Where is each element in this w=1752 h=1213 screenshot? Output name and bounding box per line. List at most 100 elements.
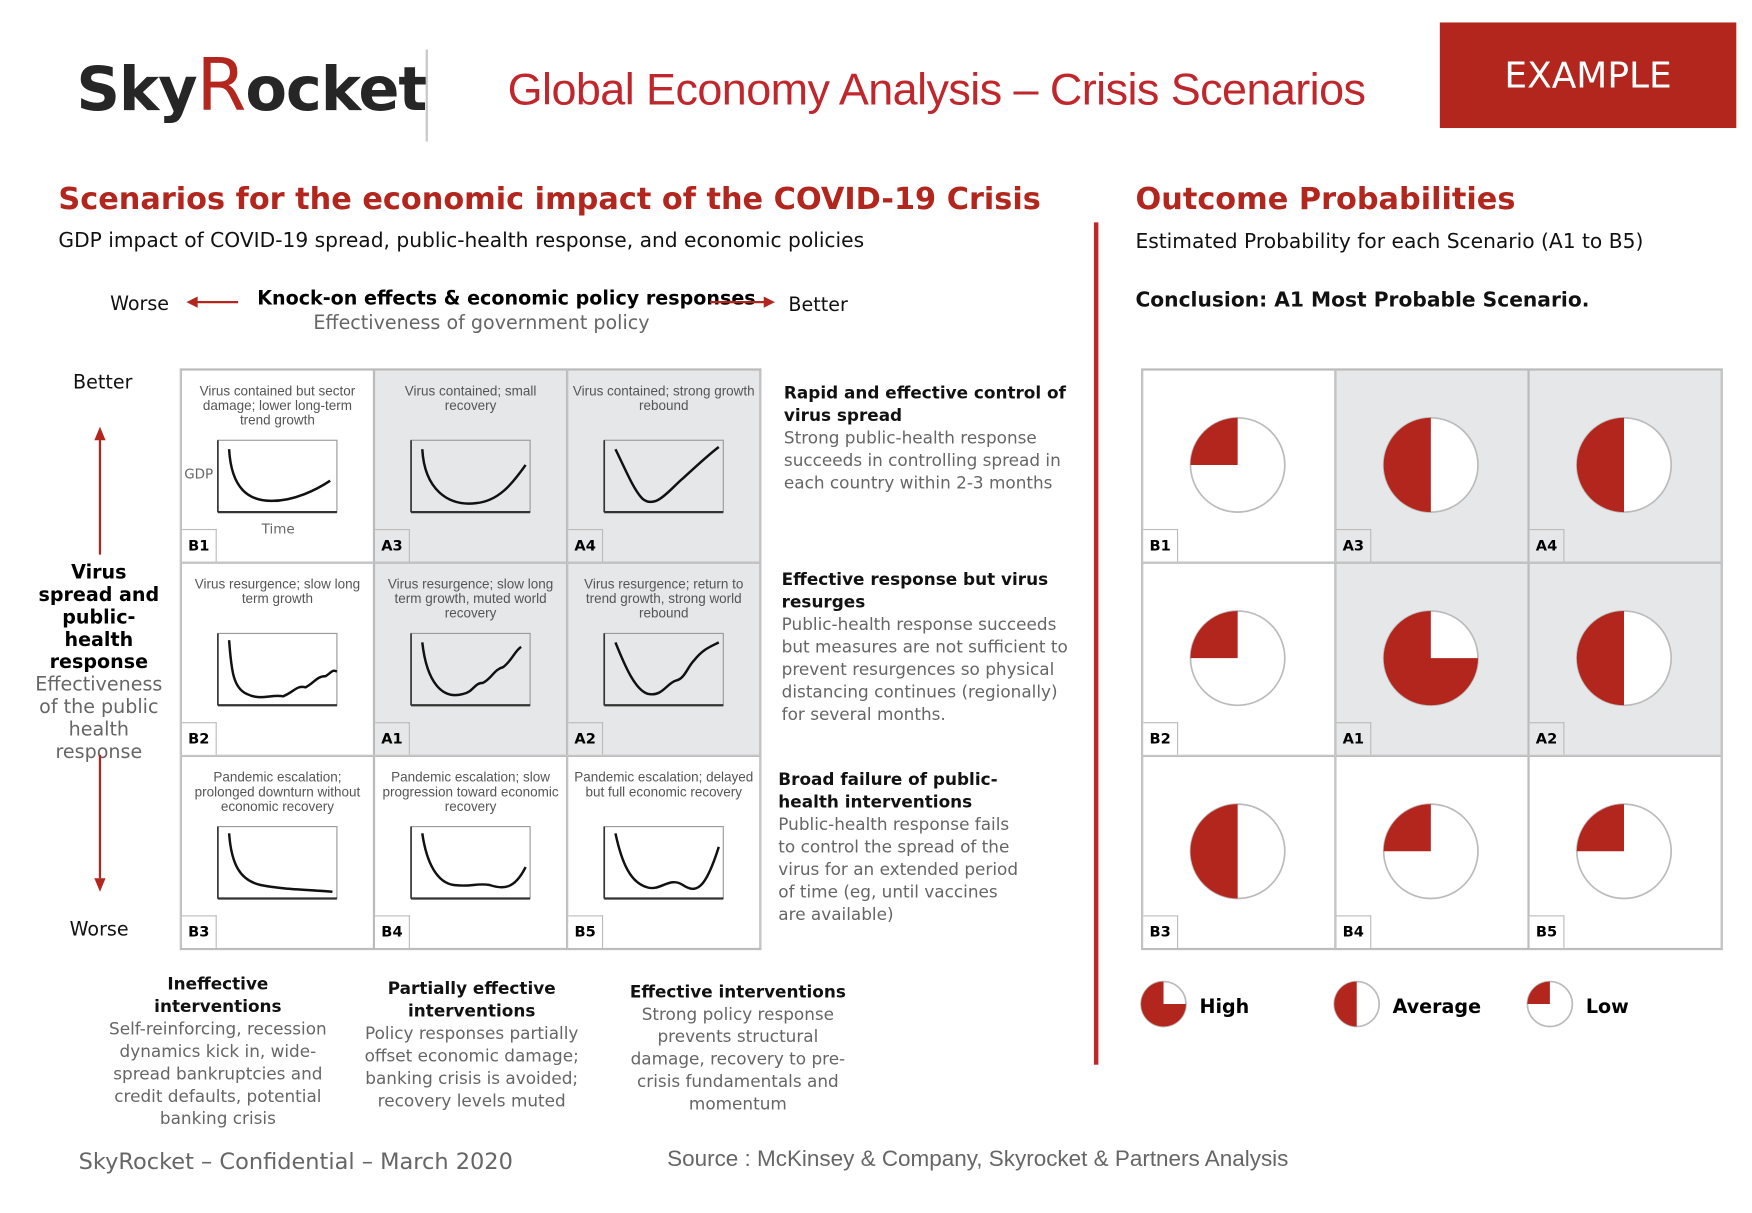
scenario-caption: Virus resurgence; return to trend growth… bbox=[584, 576, 744, 622]
arrow-left-icon bbox=[186, 296, 239, 308]
probability-cell-B2: B2 bbox=[1142, 562, 1336, 756]
legend-label: Average bbox=[1392, 995, 1482, 1019]
pie-slice bbox=[1190, 610, 1238, 659]
row-description: Broad failure of public-health intervent… bbox=[778, 768, 1025, 925]
pie-slice bbox=[1576, 804, 1625, 852]
gdp-curve-chart bbox=[410, 632, 531, 707]
section-divider bbox=[1093, 222, 1099, 1065]
chart-frame bbox=[603, 632, 724, 706]
scenario-caption: Pandemic escalation; delayed but full ec… bbox=[574, 769, 754, 800]
scenario-caption: Virus resurgence; slow long term growth bbox=[194, 576, 361, 607]
column-description: Partially effective interventions Policy … bbox=[359, 977, 584, 1112]
logo: SkyRocket bbox=[76, 44, 427, 129]
gdp-curve bbox=[227, 833, 333, 893]
scenario-caption: Virus contained; strong growth rebound bbox=[572, 382, 755, 414]
section-subheading: GDP impact of COVID-19 spread, public-he… bbox=[58, 229, 865, 253]
scenario-cell-A2: Virus resurgence; return to trend growth… bbox=[567, 562, 761, 756]
gdp-curve bbox=[421, 833, 527, 889]
scenario-id: B5 bbox=[568, 915, 604, 948]
scenario-cell-A1: Virus resurgence; slow long term growth,… bbox=[373, 562, 568, 756]
column-description: Ineffective interventions Self-reinforcin… bbox=[106, 973, 331, 1130]
conclusion: Conclusion: A1 Most Probable Scenario. bbox=[1135, 288, 1590, 313]
gdp-curve-chart bbox=[217, 439, 338, 514]
y-axis-better: Better bbox=[73, 371, 133, 395]
column-description: Effective interventions Strong policy res… bbox=[626, 980, 851, 1115]
legend-pie-icon bbox=[1332, 979, 1381, 1034]
scenario-caption: Pandemic escalation; prolonged downturn … bbox=[194, 769, 361, 815]
probability-cell-A2: A2 bbox=[1528, 562, 1722, 756]
pie-slice bbox=[1141, 981, 1186, 1027]
legend-pie-icon bbox=[1525, 979, 1574, 1034]
gdp-curve bbox=[614, 641, 720, 696]
probability-pie bbox=[1381, 802, 1480, 905]
page-title: Global Economy Analysis – Crisis Scenari… bbox=[507, 65, 1366, 115]
row-description-title: Rapid and effective control of virus spr… bbox=[783, 382, 1066, 426]
gdp-curve bbox=[227, 449, 331, 503]
x-axis-title: Knock-on effects & economic policy respo… bbox=[257, 287, 756, 310]
gdp-curve-chart bbox=[603, 826, 724, 900]
x-axis-subtitle: Effectiveness of government policy bbox=[313, 312, 650, 335]
scenario-cell-B4: Pandemic escalation; slow progression to… bbox=[373, 755, 568, 950]
pie-slice bbox=[1334, 981, 1357, 1027]
scenario-id: B1 bbox=[1143, 528, 1179, 562]
chart-frame bbox=[603, 826, 724, 900]
probability-cell-A3: A3 bbox=[1335, 369, 1529, 563]
probability-pie bbox=[1575, 416, 1674, 519]
scenario-id: B5 bbox=[1529, 915, 1565, 948]
arrow-up-icon bbox=[94, 426, 106, 555]
scenario-cell-A3: Virus contained; small recovery A3 bbox=[373, 369, 568, 563]
scenario-id: A4 bbox=[1529, 528, 1565, 562]
section-heading: Scenarios for the economic impact of the… bbox=[58, 181, 1041, 217]
gdp-curve bbox=[421, 642, 522, 697]
probability-cell-B4: B4 bbox=[1335, 755, 1529, 950]
arrow-right-icon bbox=[709, 296, 775, 308]
row-description-text: Public-health response succeeds but meas… bbox=[781, 614, 1068, 725]
probability-pie bbox=[1188, 416, 1287, 519]
mini-y-label: GDP bbox=[184, 466, 214, 482]
probability-pie bbox=[1188, 802, 1287, 905]
pie-slice bbox=[1527, 981, 1550, 1005]
column-description-title: Effective interventions bbox=[629, 981, 846, 1002]
scenario-id: B1 bbox=[181, 528, 217, 562]
legend-item: Low bbox=[1525, 979, 1718, 1034]
legend-pie-icon bbox=[1139, 979, 1188, 1034]
footer-source: Source : McKinsey & Company, Skyrocket &… bbox=[667, 1146, 1289, 1172]
gdp-curve bbox=[614, 833, 720, 890]
scenario-id: B4 bbox=[375, 915, 410, 948]
gdp-curve-chart bbox=[603, 439, 724, 514]
row-description: Rapid and effective control of virus spr… bbox=[784, 382, 1076, 494]
scenario-id: B2 bbox=[181, 722, 217, 755]
scenario-caption: Virus resurgence; slow long term growth,… bbox=[387, 576, 554, 622]
scenario-cell-B5: Pandemic escalation; delayed but full ec… bbox=[567, 755, 761, 950]
column-description-text: Self-reinforcing, recession dynamics kic… bbox=[109, 1018, 327, 1129]
probability-grid: B1 A3 A4 B2 A1 A2 B3 B4 B5 bbox=[1141, 368, 1723, 951]
legend-label: High bbox=[1199, 995, 1250, 1019]
column-description-text: Policy responses partially offset econom… bbox=[364, 1023, 579, 1111]
scenario-id: A1 bbox=[375, 722, 410, 755]
chart-frame bbox=[217, 632, 338, 706]
footer-confidential: SkyRocket – Confidential – March 2020 bbox=[78, 1147, 513, 1175]
scenario-caption: Virus contained but sector damage; lower… bbox=[199, 382, 356, 428]
scenario-id: A3 bbox=[1336, 528, 1372, 562]
chart-frame bbox=[410, 632, 531, 706]
scenario-grid: Virus contained but sector damage; lower… bbox=[179, 368, 762, 951]
gdp-curve bbox=[227, 640, 338, 699]
y-axis-title: Virus spread and public-health response bbox=[38, 561, 160, 674]
pie-slice bbox=[1190, 804, 1238, 899]
column-description-title: Ineffective interventions bbox=[154, 973, 282, 1017]
probability-pie bbox=[1575, 609, 1674, 712]
probability-cell-B1: B1 bbox=[1142, 369, 1336, 563]
row-description-text: Public-health response fails to control … bbox=[778, 814, 1019, 925]
x-axis-worse: Worse bbox=[110, 293, 170, 316]
scenario-id: A4 bbox=[568, 528, 604, 562]
legend-item: Average bbox=[1332, 979, 1525, 1034]
scenario-id: B3 bbox=[1143, 915, 1179, 948]
row-description: Effective response but virus resurges Pub… bbox=[782, 568, 1074, 725]
probability-pie bbox=[1575, 802, 1674, 905]
header-divider bbox=[425, 49, 428, 142]
probability-pie bbox=[1188, 609, 1287, 712]
x-axis-better: Better bbox=[788, 294, 848, 317]
scenario-id: B2 bbox=[1143, 722, 1179, 755]
probability-cell-A4: A4 bbox=[1528, 369, 1722, 563]
scenario-id: A1 bbox=[1336, 722, 1372, 755]
